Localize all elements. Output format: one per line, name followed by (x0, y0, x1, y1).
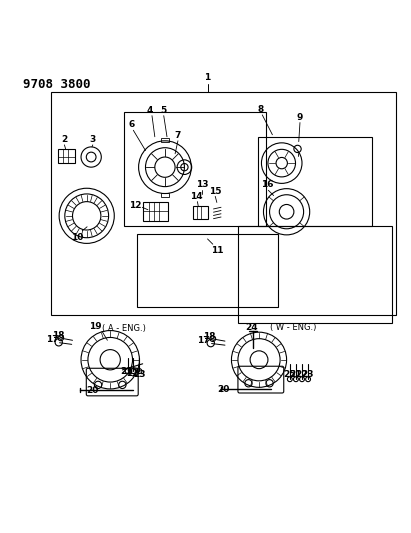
Bar (51, 92, 396, 315)
Text: 2: 2 (61, 135, 67, 144)
Text: 3: 3 (90, 135, 96, 144)
Text: ( A - ENG.): ( A - ENG.) (102, 325, 146, 334)
Bar (161, 138, 169, 142)
Bar (143, 201, 168, 221)
Text: 14: 14 (190, 192, 203, 201)
Bar (238, 226, 392, 323)
Text: 7: 7 (175, 131, 181, 140)
Text: 12: 12 (129, 201, 141, 210)
Text: 8: 8 (257, 105, 263, 114)
Text: 20: 20 (87, 386, 99, 395)
Text: 18: 18 (52, 331, 65, 340)
Bar (58, 149, 74, 163)
Text: 21: 21 (120, 367, 133, 376)
Text: 9: 9 (297, 113, 303, 122)
Text: 20: 20 (217, 385, 230, 394)
Text: 9708 3800: 9708 3800 (23, 78, 90, 91)
Text: 19: 19 (90, 321, 102, 330)
Text: 17: 17 (197, 336, 210, 345)
Bar (258, 137, 372, 226)
Text: ( W - ENG.): ( W - ENG.) (270, 323, 317, 332)
Bar (125, 112, 266, 226)
Text: 25: 25 (283, 370, 295, 379)
Text: 4: 4 (146, 106, 153, 115)
Text: 11: 11 (210, 246, 223, 255)
Text: 22: 22 (296, 370, 308, 379)
Bar (136, 234, 279, 307)
Bar (192, 206, 208, 219)
Text: 1: 1 (204, 72, 211, 82)
Bar (161, 193, 169, 197)
Text: 23: 23 (301, 370, 314, 379)
Text: 15: 15 (209, 187, 222, 196)
Text: 5: 5 (161, 106, 167, 115)
Text: 24: 24 (245, 323, 258, 332)
Text: 10: 10 (71, 233, 83, 243)
Text: 21: 21 (289, 370, 301, 379)
Text: 13: 13 (196, 181, 208, 189)
Text: 18: 18 (203, 332, 215, 341)
Text: 17: 17 (46, 335, 59, 344)
Text: 23: 23 (133, 370, 145, 379)
Text: 6: 6 (129, 120, 135, 130)
Text: 16: 16 (261, 181, 273, 189)
Text: 22: 22 (126, 369, 139, 378)
